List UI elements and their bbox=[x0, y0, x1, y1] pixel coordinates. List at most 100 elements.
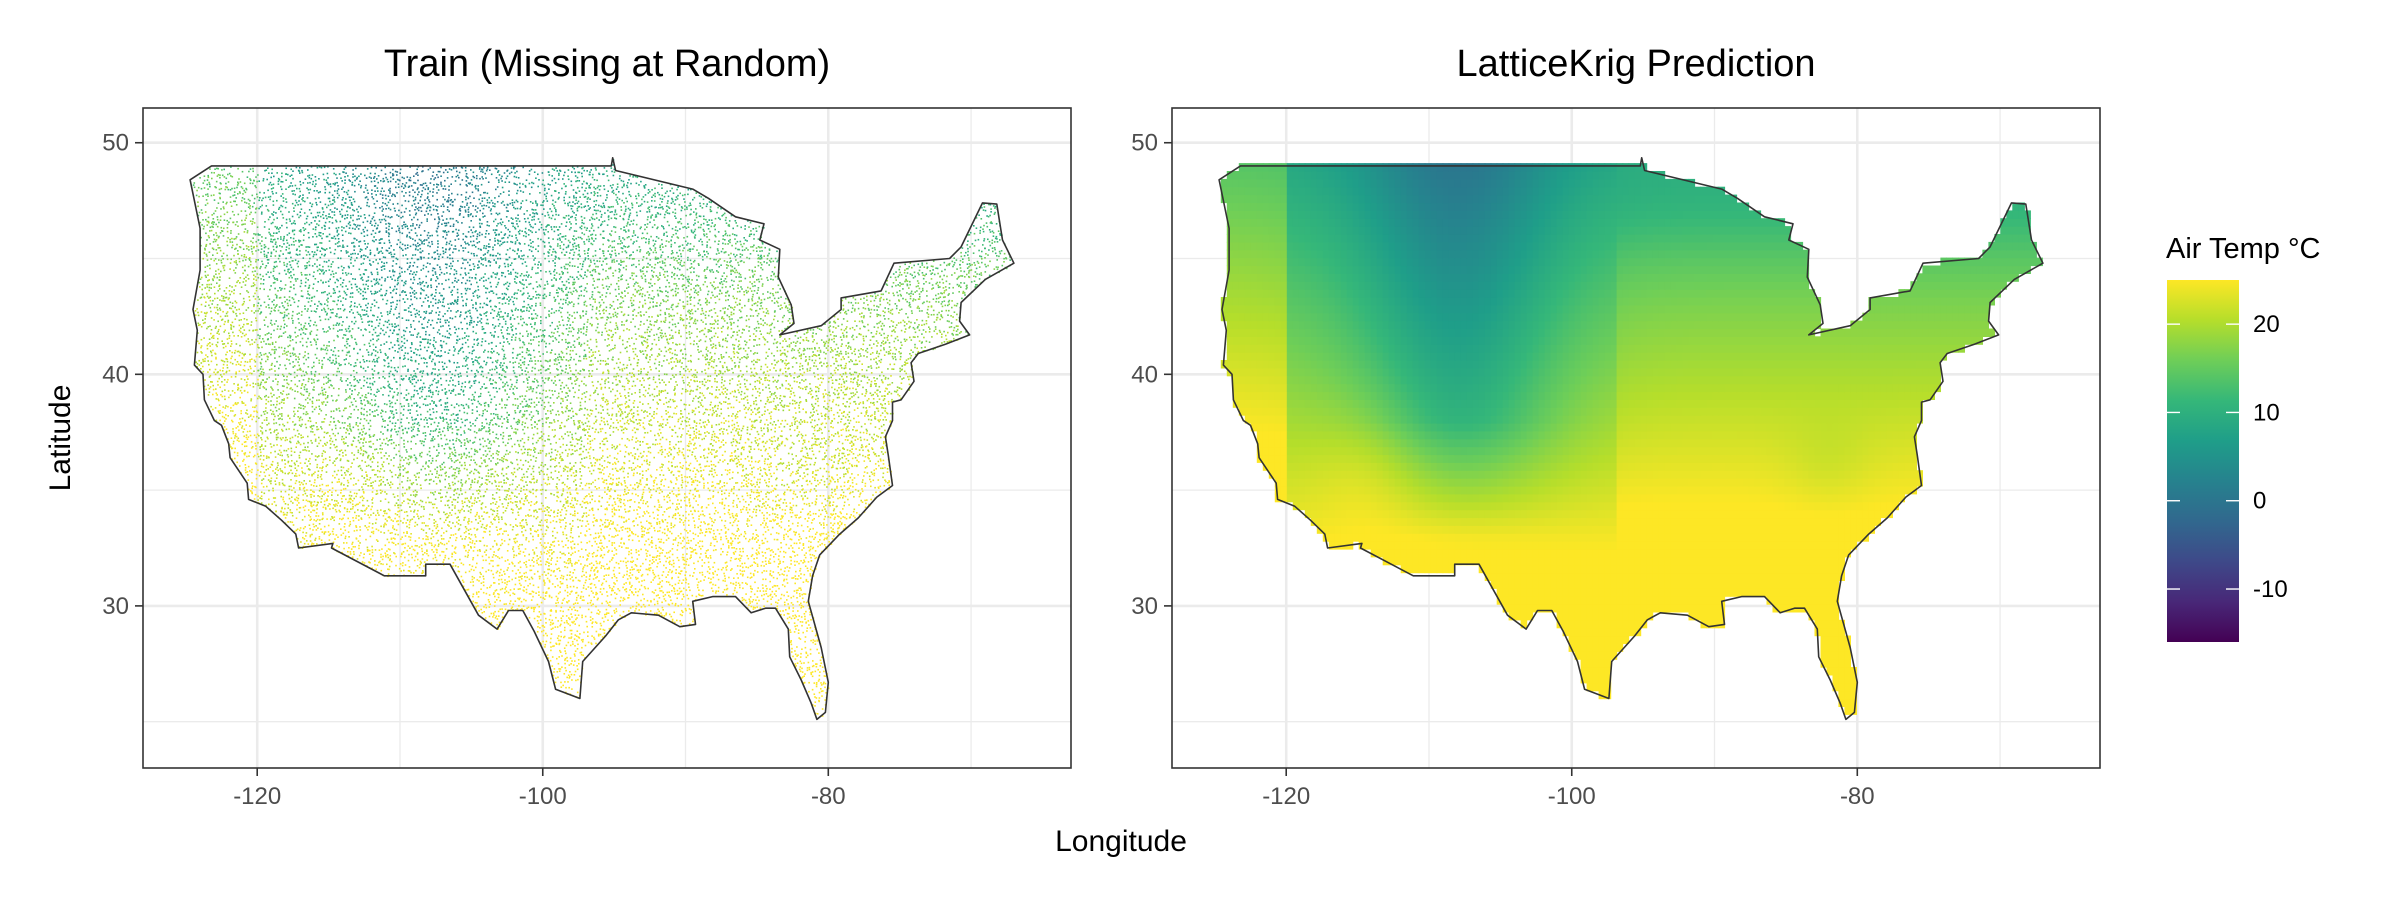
obs-point bbox=[464, 555, 467, 558]
obs-point bbox=[805, 503, 808, 506]
obs-point bbox=[823, 524, 825, 526]
obs-point bbox=[460, 575, 463, 578]
obs-point bbox=[819, 522, 821, 524]
obs-point bbox=[601, 582, 604, 585]
obs-point bbox=[572, 579, 575, 582]
obs-point bbox=[533, 553, 536, 555]
obs-point bbox=[579, 555, 581, 558]
obs-point bbox=[566, 591, 569, 594]
obs-point bbox=[379, 489, 382, 491]
obs-point bbox=[495, 515, 498, 517]
obs-point bbox=[664, 519, 667, 521]
obs-point bbox=[313, 491, 315, 493]
obs-point bbox=[433, 503, 436, 506]
obs-point bbox=[747, 525, 749, 527]
obs-point bbox=[298, 481, 301, 483]
obs-point bbox=[565, 686, 567, 689]
obs-point bbox=[557, 601, 559, 604]
obs-point bbox=[662, 549, 664, 551]
obs-point bbox=[628, 538, 630, 541]
obs-point bbox=[750, 605, 753, 608]
obs-point bbox=[284, 517, 287, 519]
obs-point bbox=[790, 556, 792, 559]
obs-point bbox=[391, 475, 394, 478]
obs-point bbox=[627, 492, 629, 494]
obs-point bbox=[378, 484, 380, 487]
obs-point bbox=[597, 536, 600, 539]
obs-point bbox=[569, 558, 571, 560]
obs-point bbox=[629, 577, 632, 579]
obs-point bbox=[661, 519, 663, 521]
obs-point bbox=[797, 619, 799, 621]
obs-point bbox=[689, 557, 691, 560]
obs-point bbox=[698, 593, 700, 596]
obs-point bbox=[296, 499, 299, 502]
obs-point bbox=[562, 577, 564, 580]
obs-point bbox=[787, 595, 790, 597]
obs-point bbox=[296, 528, 299, 530]
obs-point bbox=[631, 591, 633, 593]
obs-point bbox=[567, 623, 570, 625]
obs-point bbox=[599, 622, 602, 625]
obs-point bbox=[492, 554, 495, 556]
obs-point bbox=[279, 468, 282, 470]
obs-point bbox=[823, 538, 825, 541]
obs-point bbox=[798, 517, 800, 519]
obs-point bbox=[783, 538, 785, 541]
obs-point bbox=[245, 471, 247, 474]
obs-point bbox=[591, 498, 593, 501]
obs-point bbox=[412, 500, 415, 502]
obs-point bbox=[700, 507, 703, 509]
obs-point bbox=[657, 538, 660, 540]
obs-point bbox=[800, 616, 803, 618]
obs-point bbox=[590, 590, 593, 592]
obs-point bbox=[852, 510, 855, 513]
obs-point bbox=[722, 579, 724, 582]
obs-point bbox=[599, 588, 602, 590]
obs-point bbox=[547, 542, 549, 544]
obs-point bbox=[505, 590, 508, 593]
obs-point bbox=[399, 520, 402, 522]
obs-point bbox=[336, 473, 338, 476]
obs-point bbox=[528, 501, 530, 504]
obs-point bbox=[375, 539, 378, 541]
obs-point bbox=[762, 522, 764, 524]
obs-point bbox=[641, 580, 643, 582]
obs-point bbox=[848, 504, 850, 506]
obs-point bbox=[717, 578, 720, 581]
obs-point bbox=[596, 598, 599, 601]
obs-point bbox=[409, 547, 411, 549]
obs-point bbox=[765, 481, 767, 484]
obs-point bbox=[495, 492, 498, 494]
obs-point bbox=[655, 477, 657, 479]
obs-point bbox=[488, 516, 491, 518]
obs-point bbox=[406, 488, 408, 491]
obs-point bbox=[465, 549, 467, 552]
obs-point bbox=[790, 640, 792, 642]
obs-point bbox=[729, 478, 731, 480]
obs-point bbox=[789, 528, 792, 530]
obs-point bbox=[562, 575, 565, 578]
obs-point bbox=[535, 502, 537, 504]
obs-point bbox=[533, 503, 536, 505]
obs-point bbox=[376, 490, 378, 492]
obs-point bbox=[467, 523, 470, 525]
obs-point bbox=[868, 475, 871, 478]
obs-point bbox=[568, 617, 570, 619]
obs-point bbox=[493, 605, 496, 607]
obs-point bbox=[842, 508, 844, 510]
obs-point bbox=[769, 549, 772, 552]
obs-point bbox=[354, 511, 356, 514]
obs-point bbox=[728, 471, 731, 474]
obs-point bbox=[488, 562, 491, 565]
obs-point bbox=[790, 544, 792, 547]
obs-point bbox=[766, 526, 769, 528]
obs-point bbox=[784, 509, 787, 511]
obs-point bbox=[760, 564, 763, 567]
obs-point bbox=[669, 506, 671, 509]
obs-point bbox=[857, 474, 859, 476]
obs-point bbox=[452, 474, 454, 477]
obs-point bbox=[503, 540, 506, 542]
obs-point bbox=[504, 522, 506, 525]
obs-point bbox=[799, 542, 801, 544]
